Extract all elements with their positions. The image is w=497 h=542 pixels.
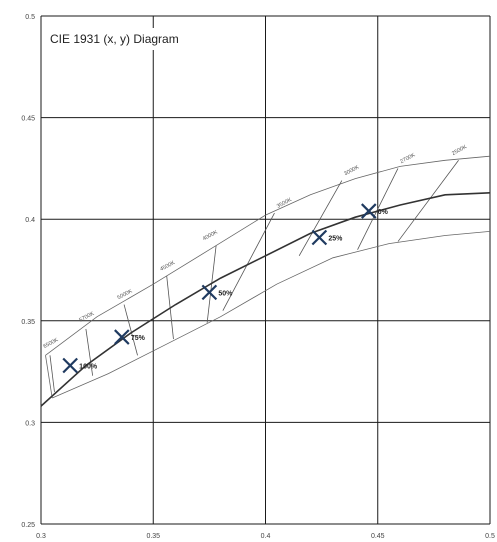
x-tick-label: 0.5: [485, 533, 495, 540]
x-tick-label: 0.4: [261, 533, 271, 540]
data-point: 100%: [62, 357, 98, 374]
cct-band: [45, 155, 491, 399]
x-tick-label: 0.35: [146, 533, 160, 540]
isotemperature-line: [397, 160, 459, 242]
y-tick-label: 0.45: [21, 116, 35, 123]
cct-labels: 6500K 5700K 5000K 4500K 4000K 3500K 3000K 2700K…: [42, 144, 468, 350]
data-point: 0%: [360, 203, 389, 219]
dimming-label: 25%: [328, 235, 343, 242]
dimming-label: 100%: [79, 364, 98, 371]
y-tick-label: 0.5: [25, 14, 35, 21]
data-point: 25%: [311, 229, 343, 246]
data-point: 75%: [114, 329, 146, 345]
data-markers: 100% 75% 50% 25% 0%: [62, 203, 389, 374]
dimming-label: 75%: [131, 335, 146, 342]
isotemperature-line: [298, 180, 343, 256]
title-box: [46, 28, 196, 50]
y-tick-label: 0.3: [25, 420, 35, 427]
cct-label: 5000K: [117, 288, 134, 301]
band-upper-boundary: [45, 155, 491, 356]
isotemperature-line: [123, 304, 138, 356]
isotemperature-line: [357, 168, 399, 250]
y-tick-label: 0.25: [21, 522, 35, 529]
grid-lines: [40, 15, 491, 525]
isotemperature-line: [85, 328, 94, 376]
cct-label: 5700K: [78, 311, 95, 324]
data-point: 50%: [201, 284, 233, 301]
dimming-label: 50%: [218, 290, 233, 297]
x-marker-stroke: [201, 284, 218, 301]
isotemperature-line: [222, 212, 275, 311]
cct-label: 2500K: [451, 144, 468, 157]
cct-label: 4000K: [202, 229, 219, 242]
cct-label: 4500K: [159, 260, 176, 273]
cct-label: 2700K: [399, 152, 416, 165]
x-marker-stroke: [360, 203, 377, 219]
x-marker-stroke: [311, 229, 328, 246]
x-tick-label: 0.3: [36, 533, 46, 540]
band-left-edge: [45, 355, 53, 399]
x-marker-stroke: [114, 329, 130, 345]
x-marker-stroke: [62, 357, 78, 374]
cct-label: 3000K: [343, 164, 360, 177]
cct-label: 6500K: [42, 337, 59, 350]
axis-ticks: 0.3 0.35 0.4 0.45 0.50.50.450.40.350.30.25: [21, 14, 495, 540]
isotemperature-line: [49, 355, 55, 392]
cct-label: 3500K: [276, 197, 293, 210]
band-lower-boundary: [52, 231, 491, 399]
x-tick-label: 0.45: [371, 533, 385, 540]
chart-title: CIE 1931 (x, y) Diagram: [50, 32, 179, 46]
iso-lines: [49, 160, 459, 392]
dimming-label: 0%: [378, 209, 389, 216]
y-tick-label: 0.35: [21, 319, 35, 326]
y-tick-label: 0.4: [25, 217, 35, 224]
